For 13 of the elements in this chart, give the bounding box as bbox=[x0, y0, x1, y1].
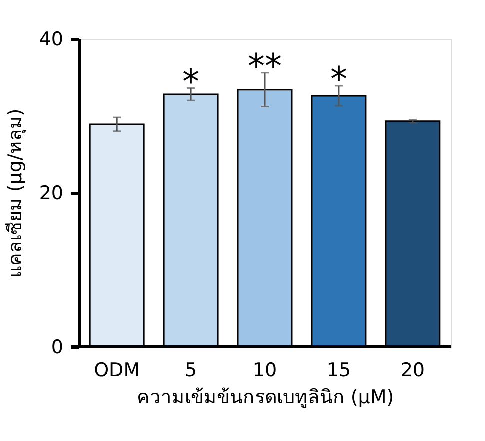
y-tick-label: 0 bbox=[51, 336, 64, 358]
x-tick-label: 20 bbox=[400, 360, 426, 382]
x-tick-label: 15 bbox=[326, 360, 352, 382]
x-tick-label: ODM bbox=[94, 360, 140, 382]
x-tick-label: 5 bbox=[184, 360, 198, 382]
x-axis-title: ความเข้มข้นกรดเบทูลินิก (µM) bbox=[136, 386, 394, 408]
annotation: ** bbox=[248, 46, 282, 87]
annotation: * bbox=[330, 60, 348, 100]
y-tick-label: 20 bbox=[39, 182, 64, 204]
y-tick-label: 40 bbox=[39, 28, 64, 50]
y-axis-title: แคลเซียม (µg/หลุม) bbox=[4, 108, 28, 278]
annotation: * bbox=[182, 62, 200, 102]
x-tick-label: 10 bbox=[252, 360, 278, 382]
